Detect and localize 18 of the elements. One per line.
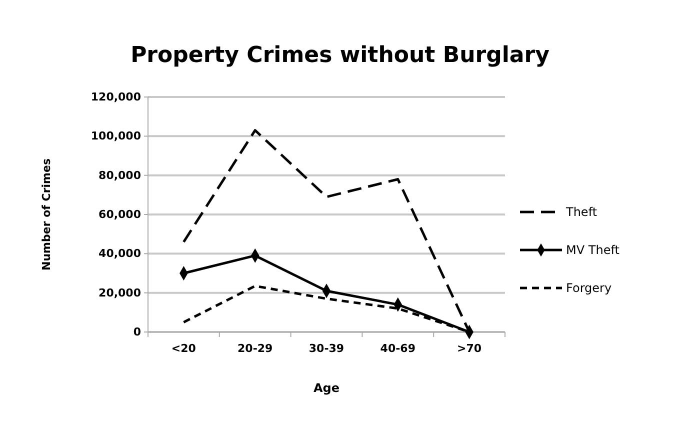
legend-label: Theft xyxy=(565,205,598,219)
x-tick-label: >70 xyxy=(457,342,482,355)
y-tick-label: 120,000 xyxy=(90,90,142,104)
y-tick-label: 100,000 xyxy=(90,130,142,143)
y-tick-label: 20,000 xyxy=(98,286,142,300)
y-tick-label: 80,000 xyxy=(98,168,142,182)
x-axis-title: Age xyxy=(313,381,340,395)
x-tick-label: 40-69 xyxy=(380,342,416,355)
legend-label: MV Theft xyxy=(566,243,620,257)
y-axis-title: Number of Crimes xyxy=(40,158,53,270)
x-tick-label: 20-29 xyxy=(238,342,273,355)
y-tick-label: 0 xyxy=(133,326,142,339)
legend-label: Forgery xyxy=(566,281,612,295)
y-tick-label: 40,000 xyxy=(98,247,142,260)
chart-title: Property Crimes without Burglary xyxy=(130,43,550,68)
x-tick-label: 30-39 xyxy=(308,342,344,355)
y-tick-label: 60,000 xyxy=(98,208,142,222)
x-tick-label: <20 xyxy=(171,342,196,355)
